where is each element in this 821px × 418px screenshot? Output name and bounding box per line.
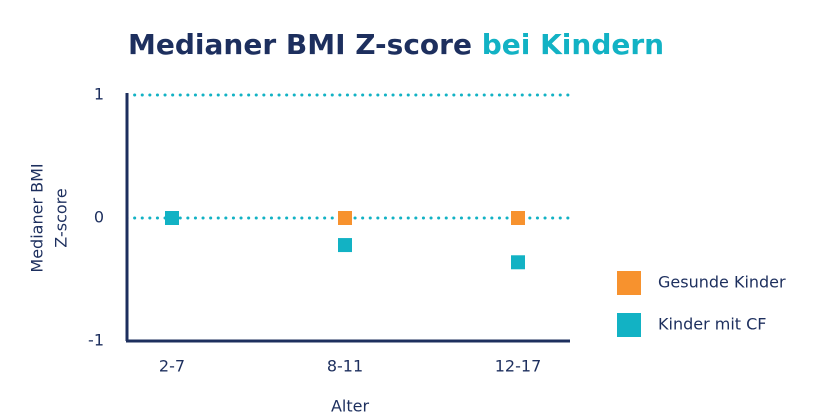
- legend-swatch: [617, 313, 641, 337]
- marker: [511, 211, 525, 225]
- x-axis-label: Alter: [331, 397, 370, 416]
- x-tick-label: 12-17: [495, 357, 542, 376]
- y-axis-label: Medianer BMI: [28, 163, 47, 272]
- x-tick-label: 2-7: [159, 357, 185, 376]
- legend-label: Gesunde Kinder: [658, 273, 786, 292]
- x-tick-label: 8-11: [327, 357, 363, 376]
- legend-label: Kinder mit CF: [658, 315, 767, 334]
- marker: [338, 238, 352, 253]
- title-main: Medianer BMI Z-score: [128, 28, 472, 61]
- title-highlight: bei Kindern: [482, 28, 664, 61]
- legend-swatch: [617, 271, 641, 295]
- chart-title: Medianer BMI Z-score bei Kindern: [128, 28, 664, 61]
- y-tick-label: 1: [94, 85, 104, 104]
- y-tick-label: -1: [88, 331, 104, 350]
- marker: [511, 255, 525, 270]
- y-axis-label: Z-score: [52, 188, 71, 247]
- marker: [338, 211, 352, 225]
- marker: [165, 211, 179, 225]
- y-tick-label: 0: [94, 208, 104, 227]
